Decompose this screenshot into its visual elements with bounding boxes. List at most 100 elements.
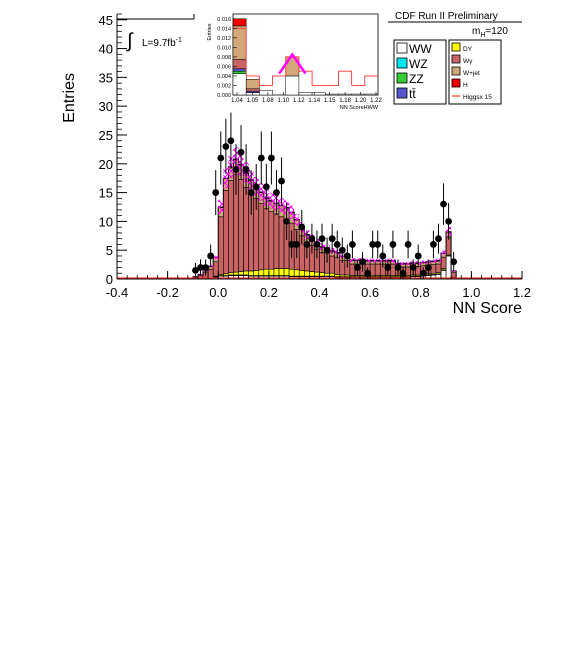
- inset-y-tick-label: 0.012: [217, 36, 231, 42]
- inset-bar-WW: [325, 93, 339, 96]
- uncertainty-bin: [213, 254, 219, 260]
- data-point: [197, 264, 204, 271]
- bar-DY: [329, 272, 335, 277]
- bar-Wgamma: [243, 187, 249, 272]
- bar-Wgamma: [273, 213, 280, 269]
- uncertainty-bin: [268, 192, 274, 209]
- inset-x-tick-label: 1.15: [324, 98, 336, 104]
- bar-DY: [253, 270, 260, 276]
- inset-data-line: [278, 52, 307, 75]
- legend-label-Wgamma: Wγ: [463, 58, 473, 65]
- uncertainty-bin: [365, 258, 371, 263]
- bar-Wgamma: [334, 256, 341, 275]
- legend-backgrounds-right: DY Wγ W+jet H Higgsx 15: [448, 39, 502, 105]
- bar-DY: [263, 268, 270, 276]
- inset-x-tick-label: 1.12: [293, 98, 305, 104]
- inset-bar-WW: [364, 93, 379, 96]
- bar-DY: [243, 270, 249, 276]
- data-point: [242, 166, 250, 173]
- data-point: [298, 223, 306, 231]
- bar-DY: [273, 268, 280, 276]
- inset-bar-WW: [285, 75, 300, 96]
- inset-bar-ZZ: [232, 70, 247, 74]
- data-point: [268, 154, 275, 162]
- data-point: [323, 246, 331, 254]
- legend-label-DY: DY: [463, 46, 473, 53]
- inset-bar-ttbar: [232, 68, 247, 72]
- bar-DY: [334, 274, 341, 277]
- data-point: [404, 241, 412, 248]
- data-point: [283, 217, 290, 225]
- bar-DY: [314, 271, 320, 277]
- uncertainty-bin: [370, 258, 376, 263]
- data-point: [222, 143, 230, 150]
- inset-bar-WW: [351, 93, 366, 96]
- y-tick-label: 45: [99, 13, 113, 28]
- data-point: [212, 189, 220, 196]
- legend-swatch-ZZ: [396, 72, 408, 84]
- y-tick-label: 35: [99, 70, 113, 85]
- data-point: [450, 258, 458, 266]
- legend-label-ttbar: tt̄: [409, 87, 416, 101]
- luminosity-label: L=9.7fb-1: [142, 37, 182, 49]
- inset-chart: 0.000 0.002 0.004 0.006 0.008 0.010 0.012 0.014…: [207, 13, 382, 111]
- inset-x-tick-label: 1.10: [277, 98, 289, 104]
- data-point: [227, 137, 235, 145]
- uncertainty-bin: [375, 258, 381, 263]
- bar-DY: [309, 271, 315, 277]
- x-tick-label: 0.8: [412, 285, 430, 300]
- bar-WW: [445, 255, 452, 279]
- x-tick-label: -0.4: [106, 285, 128, 300]
- data-point: [399, 269, 407, 277]
- bar-Wgamma: [450, 272, 457, 278]
- uncertainty-bin: [349, 258, 355, 262]
- bar-DY: [238, 271, 244, 276]
- uncertainty-bin: [258, 183, 264, 201]
- bar-DY: [278, 268, 285, 276]
- data-point: [288, 241, 296, 248]
- inset-y-tick-label: 0.014: [217, 26, 231, 32]
- inset-x-axis-title: NN ScoreHWW: [340, 105, 379, 111]
- bar-Wgamma: [329, 255, 335, 274]
- legend-swatch-DY: [451, 42, 461, 52]
- inset-y-tick-label: 0.016: [217, 17, 231, 23]
- mass-label: mH=120: [472, 26, 508, 39]
- uncertainty-bin: [435, 258, 441, 263]
- legend-label-signal_line: Higgsx 15: [463, 94, 492, 101]
- bar-DY: [228, 272, 234, 276]
- data-point: [343, 252, 351, 260]
- data-point: [440, 200, 447, 208]
- y-axis-title: Entries: [61, 73, 78, 123]
- data-point: [364, 269, 371, 277]
- bar-Wgamma: [319, 252, 325, 273]
- legend-swatch-Wjet: [451, 66, 461, 76]
- data-point: [414, 252, 422, 260]
- data-point: [328, 235, 336, 243]
- bar-Wgamma: [258, 203, 265, 271]
- inset-y-tick-label: 0.006: [217, 64, 231, 70]
- data-point: [419, 269, 427, 277]
- data-point: [318, 235, 326, 243]
- inset-x-tick-label: 1.05: [247, 98, 259, 104]
- bar-DY: [298, 270, 305, 277]
- data-point: [379, 252, 387, 260]
- data-point: [333, 241, 341, 248]
- inset-x-tick-label: 1.08: [262, 98, 274, 104]
- legend-swatch-WZ: [396, 57, 408, 69]
- y-tick-label: 5: [106, 243, 113, 258]
- inset-bar-Wgamma: [232, 59, 247, 70]
- inset-y-tick-label: 0.002: [217, 83, 231, 89]
- data-point: [354, 264, 361, 271]
- x-tick-label: 0.0: [209, 285, 227, 300]
- x-tick-label: 1.2: [513, 285, 531, 300]
- legend-label-ZZ: ZZ: [409, 72, 424, 86]
- bar-DY: [319, 272, 325, 277]
- data-point: [369, 241, 377, 248]
- data-point: [338, 246, 346, 254]
- x-axis-title: NN Score: [453, 300, 522, 317]
- data-point: [237, 148, 245, 156]
- inset-y-tick-label: 0.000: [217, 93, 231, 99]
- data-point: [374, 241, 382, 248]
- x-tick-label: 1.0: [462, 285, 480, 300]
- y-tick-label: 15: [99, 186, 113, 201]
